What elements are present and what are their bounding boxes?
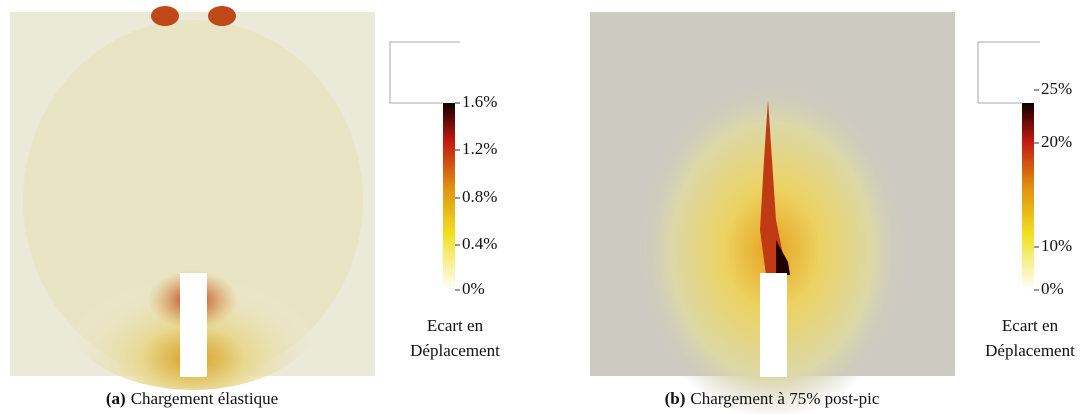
panel-a <box>10 6 460 390</box>
crack <box>776 240 790 275</box>
caption: (a) Chargement élastique <box>106 389 278 408</box>
caption-text: Chargement à 75% post-pic <box>690 389 879 408</box>
notch <box>180 273 207 377</box>
colorbar-title: Ecart en <box>1002 316 1059 335</box>
caption-label: (a) <box>106 389 126 408</box>
colorbar <box>1022 103 1034 290</box>
panel-b <box>590 12 1040 414</box>
caption-text: Chargement élastique <box>131 389 278 408</box>
field-shading <box>151 6 179 26</box>
tick-label: 10% <box>1041 236 1072 255</box>
caption-label: (b) <box>665 389 686 408</box>
tick-label: 0% <box>462 279 485 298</box>
colorbar-title: Déplacement <box>410 341 500 360</box>
crack <box>760 100 790 275</box>
colorbar-title: Ecart en <box>427 316 484 335</box>
tick-label: 0.4% <box>462 234 497 253</box>
legend-box <box>977 41 1040 104</box>
tick-label: 0% <box>1041 279 1064 298</box>
tick-label: 1.2% <box>462 139 497 158</box>
tick-label: 1.6% <box>462 92 497 111</box>
colorbar-title: Déplacement <box>985 341 1075 360</box>
legend-box <box>389 41 460 104</box>
colorbar <box>443 103 455 290</box>
labels: 1.6% 1.2% 0.8% 0.4% 0% Ecart en Déplacement (a)… <box>106 79 1075 408</box>
caption: (b) Chargement à 75% post-pic <box>665 389 880 408</box>
tick-label: 20% <box>1041 132 1072 151</box>
tick-label: 25% <box>1041 79 1072 98</box>
notch <box>760 273 787 377</box>
field-shading <box>208 6 236 26</box>
tick-label: 0.8% <box>462 187 497 206</box>
